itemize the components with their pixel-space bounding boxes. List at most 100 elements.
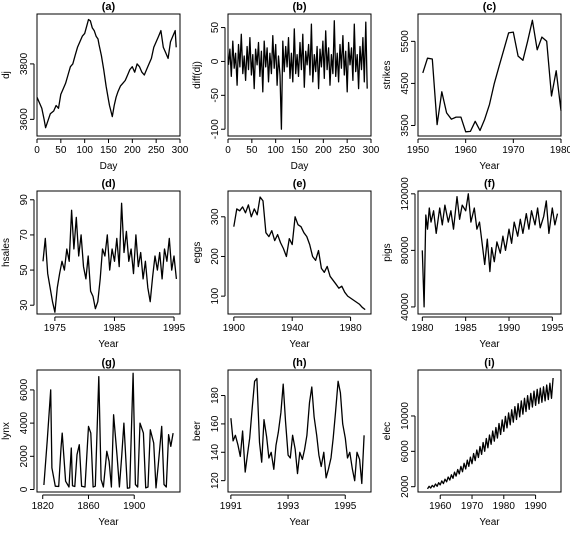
panel-i: (i) 1960 1970 1980 1990 2000 6000 10000 Year elec — [382, 357, 562, 528]
y-tick-label: 180 — [210, 387, 221, 404]
x-tick-label: 1995 — [334, 501, 357, 512]
y-tick-label: 10000 — [400, 402, 411, 430]
series-line — [421, 193, 559, 308]
x-tick-label: 1900 — [123, 501, 146, 512]
y-axis-label: dj — [1, 71, 12, 79]
series-line — [43, 372, 174, 489]
x-tick-label: 100 — [76, 145, 93, 156]
panel-d: (d) 1975 1985 1995 30 50 70 90 Year hsales — [1, 178, 186, 350]
x-axis-label: Year — [479, 339, 500, 350]
x-tick-label: 1900 — [223, 323, 246, 334]
x-tick-label: 1950 — [407, 145, 430, 156]
plot-frame — [227, 369, 372, 493]
x-tick-label: 200 — [124, 145, 141, 156]
plot-frame — [417, 369, 562, 493]
y-axis-label: eggs — [192, 242, 203, 264]
panel-title: (a) — [102, 1, 116, 13]
y-tick-label: 5500 — [400, 30, 411, 53]
y-tick-label: 4500 — [400, 72, 411, 95]
panel-title: (d) — [101, 178, 115, 190]
x-axis-label: Year — [289, 517, 310, 528]
panel-title: (g) — [101, 357, 115, 369]
series-line — [230, 377, 365, 485]
y-axis-label: lynx — [1, 422, 12, 440]
x-tick-label: 1820 — [32, 501, 55, 512]
y-tick-label: 80000 — [400, 236, 411, 264]
x-axis-label: Year — [98, 517, 119, 528]
x-tick-label: 1860 — [77, 501, 100, 512]
series-line — [233, 196, 366, 311]
y-tick-label: 0 — [210, 58, 221, 64]
series-line — [422, 19, 562, 133]
y-tick-label: 50 — [210, 22, 221, 34]
panel-title: (f) — [484, 178, 495, 190]
x-tick-label: 1960 — [455, 145, 478, 156]
y-axis-label: hsales — [1, 238, 12, 267]
x-axis-label: Day — [100, 161, 118, 172]
y-axis-label: diff(dj) — [192, 61, 203, 89]
x-axis-label: Year — [479, 161, 500, 172]
y-tick-label: 90 — [19, 194, 30, 206]
y-tick-label: 6000 — [400, 440, 411, 463]
y-tick-label: 3800 — [19, 52, 30, 75]
x-tick-label: 1975 — [44, 323, 67, 334]
x-tick-label: 150 — [291, 145, 308, 156]
x-axis-label: Year — [289, 339, 310, 350]
x-tick-label: 0 — [225, 145, 231, 156]
x-tick-label: 300 — [363, 145, 380, 156]
y-tick-label: 200 — [210, 248, 221, 265]
x-tick-label: 1960 — [429, 501, 452, 512]
y-tick-label: 4000 — [19, 412, 30, 435]
plot-frame — [227, 13, 372, 137]
panel-e: (e) 1900 1940 1980 100 200 300 Year eggs — [192, 178, 372, 350]
y-axis-label: elec — [382, 422, 393, 440]
y-tick-label: 2000 — [400, 475, 411, 498]
x-tick-label: 1940 — [281, 323, 304, 334]
x-tick-label: 1970 — [461, 501, 484, 512]
y-tick-label: 3600 — [19, 108, 30, 131]
panel-b: (b) 0 50 100 150 200 250 300 -100 -50 0 50 Day diff(d… — [192, 1, 380, 172]
x-tick-label: 1980 — [411, 323, 434, 334]
x-tick-label: 50 — [55, 145, 67, 156]
panel-title: (i) — [484, 357, 495, 369]
y-tick-label: 0 — [19, 486, 30, 492]
y-tick-label: 6000 — [19, 378, 30, 401]
series-line — [426, 377, 554, 490]
panel-title: (e) — [293, 178, 307, 190]
plot-frame — [417, 190, 562, 315]
x-tick-label: 1990 — [498, 323, 521, 334]
plot-frame — [36, 190, 181, 315]
panel-f: (f) 1980 1985 1990 1995 40000 80000 120000 Year p… — [382, 177, 564, 350]
x-tick-label: 300 — [172, 145, 189, 156]
y-axis-label: strikes — [382, 61, 393, 90]
y-tick-label: 2000 — [19, 445, 30, 468]
plot-frame — [36, 13, 181, 137]
x-axis-label: Day — [291, 161, 309, 172]
y-tick-label: 300 — [210, 208, 221, 225]
x-tick-label: 1980 — [339, 323, 362, 334]
series-line — [227, 20, 368, 130]
y-tick-label: 40000 — [400, 293, 411, 321]
x-tick-label: 250 — [339, 145, 356, 156]
x-tick-label: 1995 — [541, 323, 564, 334]
series-line — [36, 18, 177, 129]
x-tick-label: 50 — [246, 145, 258, 156]
panel-title: (b) — [292, 1, 306, 13]
y-tick-label: 100 — [210, 287, 221, 304]
x-tick-label: 150 — [100, 145, 117, 156]
x-axis-label: Year — [98, 339, 119, 350]
x-tick-label: 1993 — [277, 501, 300, 512]
x-tick-label: 1980 — [493, 501, 516, 512]
y-tick-label: 50 — [19, 264, 30, 276]
y-tick-label: 3500 — [400, 114, 411, 137]
plot-frame — [227, 190, 372, 315]
x-tick-label: 1985 — [455, 323, 478, 334]
x-tick-label: 1991 — [220, 501, 243, 512]
y-tick-label: 70 — [19, 229, 30, 241]
panel-h: (h) 1991 1993 1995 120 140 160 180 Year beer — [192, 357, 372, 528]
x-tick-label: 250 — [148, 145, 165, 156]
y-tick-label: 120 — [210, 472, 221, 489]
panel-g: (g) 1820 1860 1900 0 2000 4000 6000 Year lynx — [1, 357, 181, 528]
plot-frame — [36, 369, 181, 493]
